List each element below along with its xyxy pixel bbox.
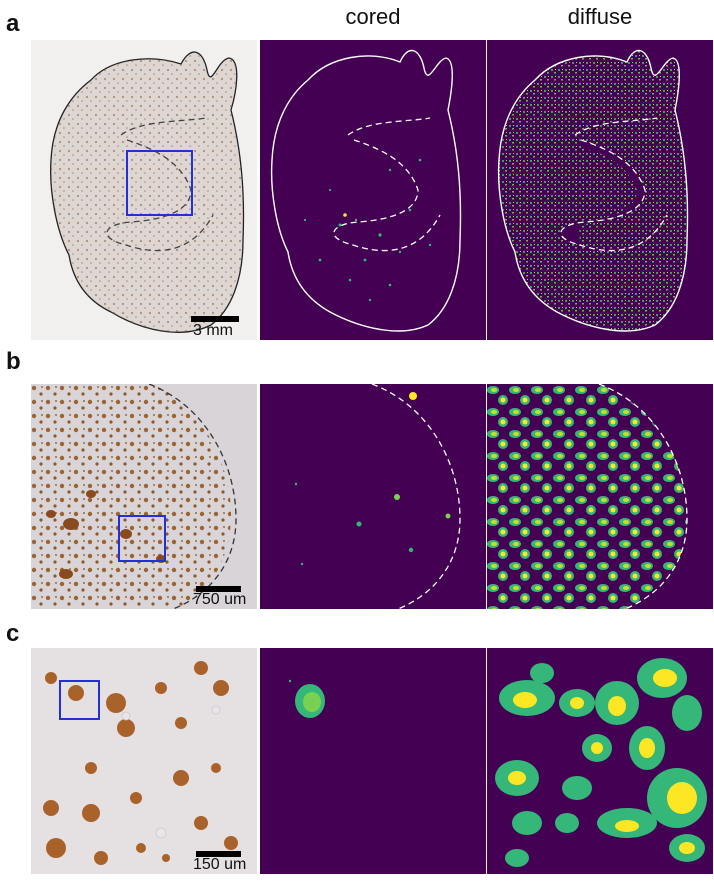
panel-b-tissue: 750 um bbox=[31, 384, 257, 609]
zoom-box-b bbox=[118, 515, 166, 562]
scale-bar-a bbox=[191, 316, 239, 322]
zoom-box-a bbox=[126, 150, 193, 216]
row-label-c: c bbox=[6, 620, 20, 647]
row-label-b: b bbox=[6, 348, 21, 375]
panel-b-diffuse bbox=[487, 384, 713, 609]
panel-a-diffuse bbox=[487, 40, 713, 340]
scale-bar-b bbox=[196, 586, 241, 592]
panel-c-tissue: 150 um bbox=[31, 648, 257, 874]
panel-a-cored bbox=[260, 40, 486, 340]
panel-c-diffuse bbox=[487, 648, 713, 874]
scale-label-c: 150 um bbox=[193, 856, 247, 873]
column-header-cored: cored bbox=[345, 4, 401, 29]
scale-label-b: 750 um bbox=[193, 591, 247, 608]
row-label-a: a bbox=[6, 10, 20, 37]
column-header-diffuse: diffuse bbox=[567, 4, 633, 29]
zoom-box-c bbox=[59, 680, 100, 720]
panel-b-cored bbox=[260, 384, 486, 609]
panel-c-cored bbox=[260, 648, 486, 874]
scale-label-a: 3 mm bbox=[193, 322, 233, 339]
panel-a-tissue: 3 mm bbox=[31, 40, 257, 340]
scale-bar-c bbox=[196, 851, 241, 857]
